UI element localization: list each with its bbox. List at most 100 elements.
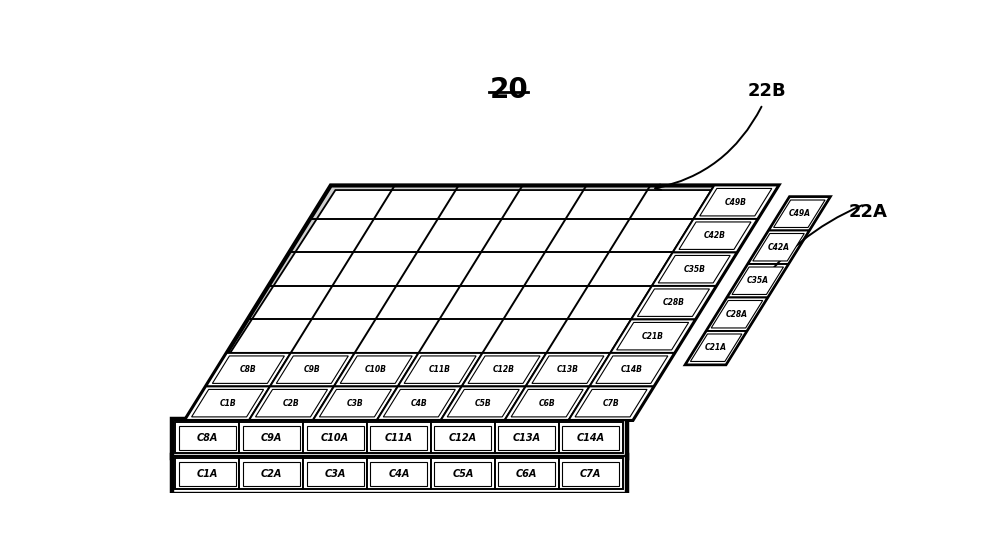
Polygon shape xyxy=(249,387,334,420)
Polygon shape xyxy=(190,190,774,416)
Text: C10A: C10A xyxy=(321,433,349,443)
Polygon shape xyxy=(447,389,519,417)
Bar xyxy=(239,458,303,489)
Text: C42B: C42B xyxy=(704,231,726,240)
Text: C11A: C11A xyxy=(385,433,413,443)
Bar xyxy=(171,454,627,494)
Polygon shape xyxy=(711,300,763,328)
Polygon shape xyxy=(748,230,809,264)
Bar xyxy=(303,458,367,489)
Polygon shape xyxy=(334,353,419,387)
Text: C6A: C6A xyxy=(516,469,537,479)
Bar xyxy=(495,422,559,453)
Polygon shape xyxy=(631,286,716,320)
Bar xyxy=(367,458,431,489)
Text: C8A: C8A xyxy=(197,433,218,443)
Polygon shape xyxy=(690,334,742,361)
Polygon shape xyxy=(256,389,328,417)
Polygon shape xyxy=(206,353,291,387)
Bar xyxy=(434,425,491,449)
Polygon shape xyxy=(383,389,455,417)
Text: C10B: C10B xyxy=(365,365,387,374)
Text: C4B: C4B xyxy=(411,399,428,408)
Text: C6B: C6B xyxy=(539,399,556,408)
Text: C4A: C4A xyxy=(388,469,410,479)
Polygon shape xyxy=(404,356,476,383)
Text: 22A: 22A xyxy=(849,203,888,221)
Text: C9B: C9B xyxy=(304,365,321,374)
Bar xyxy=(173,456,625,491)
Text: C2A: C2A xyxy=(260,469,282,479)
Bar xyxy=(434,462,491,486)
Bar xyxy=(173,420,625,455)
Polygon shape xyxy=(727,264,788,297)
Text: C3B: C3B xyxy=(347,399,364,408)
Polygon shape xyxy=(185,186,778,420)
Bar xyxy=(175,458,239,489)
Bar xyxy=(243,462,300,486)
Bar xyxy=(559,458,623,489)
Text: C5B: C5B xyxy=(475,399,492,408)
Text: 22B: 22B xyxy=(747,83,786,100)
Polygon shape xyxy=(192,389,264,417)
Polygon shape xyxy=(212,356,284,383)
Bar xyxy=(431,422,495,453)
Polygon shape xyxy=(313,387,398,420)
Text: C12A: C12A xyxy=(449,433,477,443)
Text: C21B: C21B xyxy=(642,332,664,341)
Bar xyxy=(303,422,367,453)
Bar xyxy=(307,462,364,486)
Polygon shape xyxy=(532,356,604,383)
Bar xyxy=(370,425,427,449)
Text: C5A: C5A xyxy=(452,469,474,479)
Polygon shape xyxy=(693,186,778,219)
Polygon shape xyxy=(468,356,540,383)
Text: C9A: C9A xyxy=(260,433,282,443)
Polygon shape xyxy=(769,197,830,230)
Text: C28B: C28B xyxy=(662,298,684,307)
Polygon shape xyxy=(398,353,482,387)
Text: C35B: C35B xyxy=(683,265,705,274)
Polygon shape xyxy=(270,353,355,387)
Bar xyxy=(367,422,431,453)
Bar xyxy=(562,425,619,449)
Polygon shape xyxy=(700,188,772,216)
Text: C49B: C49B xyxy=(725,198,747,207)
Bar xyxy=(498,462,555,486)
Text: C14A: C14A xyxy=(577,433,605,443)
Bar xyxy=(495,458,559,489)
Bar xyxy=(559,422,623,453)
Bar xyxy=(243,425,300,449)
Text: C11B: C11B xyxy=(429,365,451,374)
Bar xyxy=(370,462,427,486)
Text: C49A: C49A xyxy=(788,209,810,218)
Text: C12B: C12B xyxy=(493,365,515,374)
Text: 20: 20 xyxy=(489,76,528,104)
Polygon shape xyxy=(511,389,583,417)
Polygon shape xyxy=(462,353,546,387)
Polygon shape xyxy=(637,289,709,316)
Text: C21A: C21A xyxy=(705,343,727,352)
Bar xyxy=(498,425,555,449)
Polygon shape xyxy=(688,199,828,362)
Text: C35A: C35A xyxy=(747,276,769,285)
Polygon shape xyxy=(658,255,730,283)
Text: C3A: C3A xyxy=(324,469,346,479)
Text: C8B: C8B xyxy=(240,365,257,374)
Bar xyxy=(179,462,236,486)
Bar xyxy=(179,425,236,449)
Text: C1A: C1A xyxy=(197,469,218,479)
Polygon shape xyxy=(319,389,391,417)
Bar xyxy=(562,462,619,486)
Polygon shape xyxy=(505,387,590,420)
Polygon shape xyxy=(340,356,412,383)
Polygon shape xyxy=(753,233,804,261)
Bar xyxy=(171,418,627,458)
Bar xyxy=(175,422,239,453)
Text: C42A: C42A xyxy=(768,243,790,252)
Text: C2B: C2B xyxy=(283,399,300,408)
Polygon shape xyxy=(276,356,348,383)
Polygon shape xyxy=(610,320,695,353)
Polygon shape xyxy=(526,353,610,387)
Polygon shape xyxy=(707,297,767,331)
